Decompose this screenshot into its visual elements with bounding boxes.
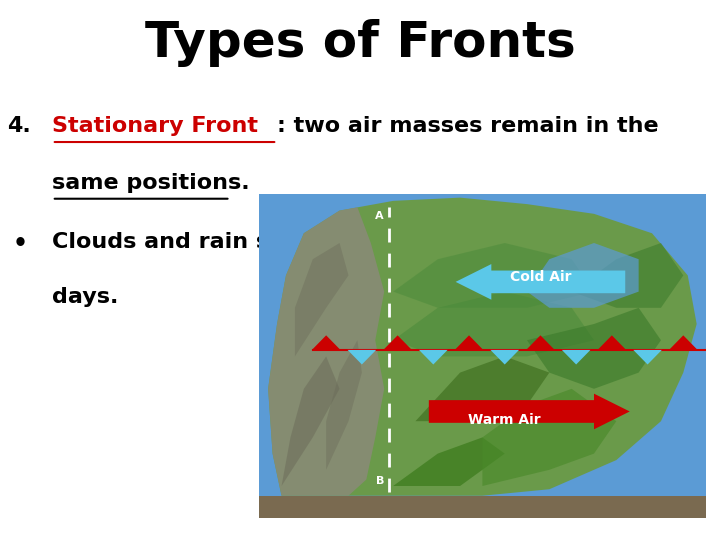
Text: 4.: 4. bbox=[7, 116, 31, 136]
Polygon shape bbox=[282, 356, 340, 486]
Text: days.: days. bbox=[52, 287, 118, 307]
Polygon shape bbox=[383, 335, 412, 350]
Polygon shape bbox=[312, 335, 341, 350]
Polygon shape bbox=[527, 243, 639, 308]
FancyArrow shape bbox=[456, 264, 625, 300]
Polygon shape bbox=[393, 292, 594, 356]
Polygon shape bbox=[259, 496, 706, 518]
Polygon shape bbox=[455, 335, 483, 350]
Text: Stationary Front: Stationary Front bbox=[52, 116, 258, 136]
Text: •: • bbox=[13, 232, 28, 256]
FancyArrow shape bbox=[429, 394, 630, 429]
Polygon shape bbox=[268, 198, 697, 496]
Polygon shape bbox=[562, 350, 590, 364]
Text: Warm Air: Warm Air bbox=[469, 413, 541, 427]
Text: Cold Air: Cold Air bbox=[510, 270, 571, 284]
Polygon shape bbox=[415, 356, 549, 421]
Text: Types of Fronts: Types of Fronts bbox=[145, 19, 575, 67]
Polygon shape bbox=[634, 350, 662, 364]
Polygon shape bbox=[393, 243, 594, 308]
Polygon shape bbox=[669, 335, 698, 350]
Text: B: B bbox=[376, 476, 384, 486]
Polygon shape bbox=[572, 243, 683, 308]
Polygon shape bbox=[268, 207, 384, 496]
Polygon shape bbox=[527, 308, 661, 389]
Polygon shape bbox=[598, 335, 626, 350]
Polygon shape bbox=[526, 335, 554, 350]
Text: : two air masses remain in the: : two air masses remain in the bbox=[277, 116, 659, 136]
Text: A: A bbox=[375, 211, 384, 221]
Polygon shape bbox=[482, 389, 616, 486]
Polygon shape bbox=[326, 340, 362, 470]
Text: same positions.: same positions. bbox=[52, 173, 249, 193]
Polygon shape bbox=[393, 437, 505, 486]
Polygon shape bbox=[490, 350, 519, 364]
Polygon shape bbox=[295, 243, 348, 356]
Text: Clouds and rain stay over the area for several: Clouds and rain stay over the area for s… bbox=[52, 232, 629, 252]
Polygon shape bbox=[348, 350, 376, 364]
Polygon shape bbox=[419, 350, 448, 364]
Polygon shape bbox=[259, 194, 706, 499]
